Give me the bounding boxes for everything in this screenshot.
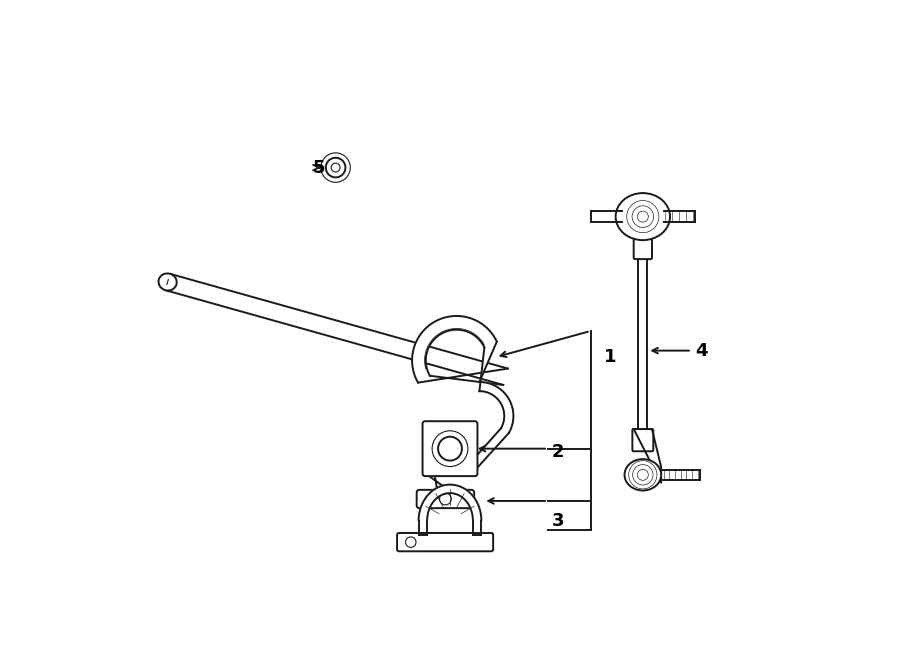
- Circle shape: [432, 431, 468, 467]
- FancyBboxPatch shape: [634, 238, 652, 259]
- Text: 4: 4: [695, 342, 707, 359]
- Text: 1: 1: [604, 348, 617, 366]
- Polygon shape: [480, 382, 513, 433]
- Circle shape: [321, 153, 350, 182]
- FancyBboxPatch shape: [422, 421, 478, 476]
- Ellipse shape: [616, 193, 670, 240]
- Polygon shape: [424, 440, 473, 473]
- Circle shape: [406, 537, 416, 547]
- Polygon shape: [590, 211, 622, 222]
- Polygon shape: [472, 520, 482, 535]
- FancyBboxPatch shape: [417, 490, 474, 508]
- Ellipse shape: [158, 273, 176, 291]
- Polygon shape: [464, 428, 508, 473]
- Circle shape: [439, 493, 451, 505]
- Polygon shape: [166, 274, 508, 385]
- Polygon shape: [419, 493, 472, 506]
- Polygon shape: [418, 520, 427, 535]
- Polygon shape: [412, 316, 497, 383]
- Circle shape: [331, 163, 340, 172]
- Polygon shape: [426, 471, 452, 493]
- Polygon shape: [634, 429, 661, 483]
- Polygon shape: [663, 211, 695, 222]
- Polygon shape: [418, 369, 508, 385]
- Polygon shape: [638, 240, 647, 449]
- Polygon shape: [418, 485, 482, 520]
- Polygon shape: [399, 535, 491, 549]
- Circle shape: [438, 437, 462, 461]
- Text: 5: 5: [312, 159, 325, 177]
- FancyBboxPatch shape: [397, 533, 493, 551]
- Ellipse shape: [625, 459, 662, 491]
- Polygon shape: [662, 469, 700, 480]
- Polygon shape: [480, 342, 497, 391]
- Text: 3: 3: [552, 512, 563, 530]
- FancyBboxPatch shape: [633, 429, 653, 451]
- Circle shape: [326, 158, 346, 177]
- Text: 2: 2: [552, 443, 563, 461]
